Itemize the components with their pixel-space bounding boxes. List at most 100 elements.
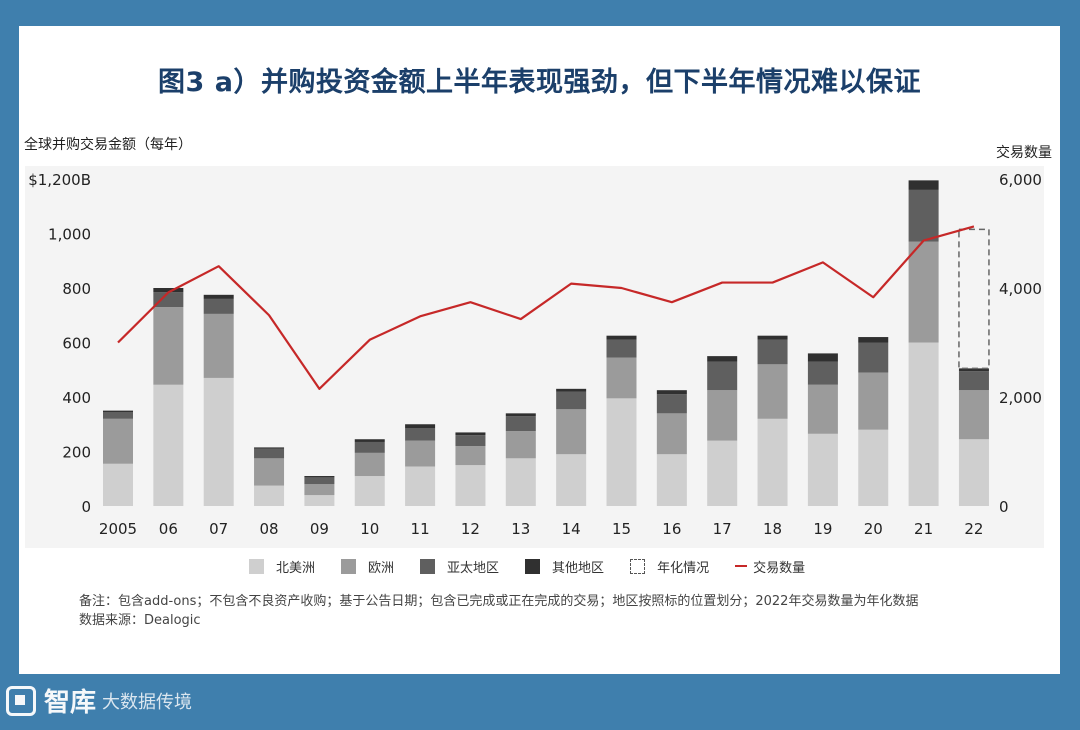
bar-other (757, 335, 788, 340)
bar-apac (757, 339, 788, 365)
x-tick-label: 13 (511, 520, 530, 538)
bar-other (405, 424, 436, 429)
bar-europe (858, 372, 889, 430)
bar-north-america (707, 440, 738, 506)
legend-swatch-annualized (630, 558, 646, 574)
legend-label-apac: 亚太地区 (447, 560, 500, 576)
notes-source: 数据来源：Dealogic (79, 613, 201, 628)
bar-north-america (153, 384, 184, 506)
legend-label-north-america: 北美洲 (276, 560, 316, 576)
bar-north-america (807, 433, 838, 506)
x-tick-label: 08 (260, 520, 279, 538)
bar-apac (153, 292, 184, 308)
bar-other (556, 388, 587, 392)
bar-apac (505, 416, 536, 432)
bar-other (656, 390, 687, 395)
x-tick-label: 09 (310, 520, 329, 538)
bar-north-america (405, 466, 436, 506)
watermark-brand: 智库 (44, 688, 97, 718)
bar-other (908, 180, 939, 190)
bar-north-america (556, 454, 587, 506)
left-tick-label: $1,200B (28, 171, 91, 189)
bar-europe (254, 458, 285, 486)
bar-apac (254, 448, 285, 459)
bar-north-america (958, 439, 989, 506)
bar-europe (606, 357, 637, 399)
bar-other (858, 337, 889, 343)
legend-swatch-europe (341, 558, 357, 574)
bar-north-america (606, 398, 637, 506)
watermark-sub: 大数据传境 (102, 691, 193, 713)
bar-other (103, 410, 133, 412)
legend-label-europe: 欧洲 (368, 560, 395, 576)
left-tick-label: 600 (62, 335, 91, 353)
bar-europe (505, 431, 536, 459)
x-tick-label: 19 (813, 520, 832, 538)
x-tick-label: 06 (159, 520, 178, 538)
bar-other (304, 476, 335, 478)
bar-apac (354, 441, 385, 453)
x-tick-label: 11 (411, 520, 430, 538)
bar-north-america (103, 463, 133, 506)
bar-other (606, 335, 637, 340)
left-tick-label: 800 (62, 280, 91, 298)
x-tick-label: 15 (612, 520, 631, 538)
legend-item-apac: 亚太地区 (420, 557, 499, 576)
x-tick-label: 2005 (99, 520, 137, 538)
left-tick-label: 0 (81, 498, 91, 516)
bar-apac (405, 428, 436, 441)
bar-apac (203, 298, 234, 314)
bar-apac (908, 189, 939, 242)
legend-swatch-apac (420, 558, 436, 574)
chart-card: 图3 a）并购投资金额上半年表现强劲，但下半年情况难以保证 全球并购交易金额（每… (19, 26, 1060, 674)
left-tick-label: 200 (62, 444, 91, 462)
bar-apac (103, 411, 133, 419)
legend-item-north-america: 北美洲 (249, 557, 315, 576)
x-tick-label: 18 (763, 520, 782, 538)
bar-apac (556, 391, 587, 410)
bar-apac (858, 342, 889, 373)
legend-label-other: 其他地区 (552, 560, 605, 576)
bar-apac (807, 361, 838, 385)
bar-apac (304, 477, 335, 485)
bar-other (505, 413, 536, 417)
bar-europe (304, 484, 335, 496)
right-tick-label: 0 (999, 498, 1009, 516)
bar-other (354, 439, 385, 442)
x-tick-label: 07 (209, 520, 228, 538)
right-tick-label: 4,000 (999, 280, 1042, 298)
left-tick-label: 400 (62, 389, 91, 407)
notes-line-1: 备注：包含add-ons；不包含不良资产收购；基于公告日期；包含已完成或正在完成… (79, 594, 919, 609)
chart-title: 图3 a）并购投资金额上半年表现强劲，但下半年情况难以保证 (158, 67, 921, 98)
right-axis-label: 交易数量 (996, 145, 1052, 161)
bar-other (707, 356, 738, 362)
legend-swatch-other (525, 558, 541, 574)
bar-north-america (254, 485, 285, 506)
bar-apac (707, 361, 738, 391)
annualized-box-2022 (958, 228, 990, 370)
bar-europe (153, 307, 184, 385)
bar-north-america (757, 418, 788, 506)
legend-item-europe: 欧洲 (341, 557, 394, 576)
x-tick-label: 20 (864, 520, 883, 538)
bar-europe (203, 313, 234, 378)
right-tick-label: 2,000 (999, 389, 1042, 407)
bar-north-america (505, 458, 536, 506)
bar-other (807, 353, 838, 362)
bar-europe (103, 418, 133, 464)
bar-north-america (203, 377, 234, 506)
bar-north-america (656, 454, 687, 506)
bar-europe (757, 364, 788, 419)
right-tick-label: 6,000 (999, 171, 1042, 189)
bar-north-america (908, 342, 939, 506)
bar-apac (656, 394, 687, 414)
bar-other (455, 432, 486, 436)
legend: 北美洲 欧洲 亚太地区 其他地区 年化情况 交易数量 (249, 556, 831, 576)
deal-count-line (117, 225, 975, 390)
bar-europe (556, 409, 587, 455)
legend-item-deal-count: 交易数量 (735, 557, 805, 576)
bar-europe (354, 452, 385, 477)
legend-label-annualized: 年化情况 (657, 560, 710, 576)
bar-north-america (455, 465, 486, 506)
bar-europe (958, 390, 989, 440)
